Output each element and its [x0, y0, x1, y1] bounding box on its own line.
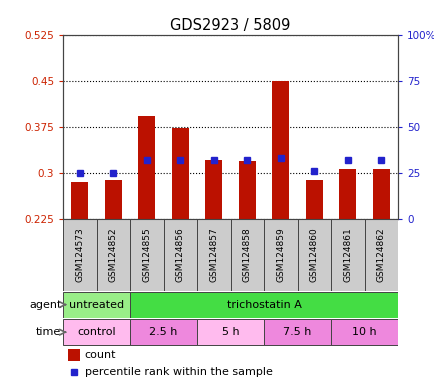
Text: GSM124861: GSM124861: [342, 227, 352, 282]
Bar: [297, 218, 330, 291]
Text: GSM124855: GSM124855: [142, 227, 151, 282]
Bar: [163, 218, 197, 291]
Bar: [63, 291, 130, 318]
Text: percentile rank within the sample: percentile rank within the sample: [85, 367, 272, 377]
Bar: [130, 291, 397, 318]
Text: GSM124856: GSM124856: [175, 227, 184, 282]
Text: 7.5 h: 7.5 h: [283, 327, 311, 337]
Bar: [230, 218, 263, 291]
Bar: [339, 169, 355, 218]
Text: GSM124573: GSM124573: [75, 227, 84, 282]
Bar: [372, 169, 389, 218]
Text: 5 h: 5 h: [221, 327, 239, 337]
Bar: [305, 180, 322, 218]
Bar: [238, 162, 255, 218]
Text: untreated: untreated: [69, 300, 124, 310]
Text: control: control: [77, 327, 115, 337]
Bar: [68, 349, 79, 361]
Text: 10 h: 10 h: [352, 327, 376, 337]
Bar: [197, 218, 230, 291]
Bar: [130, 218, 163, 291]
Bar: [272, 81, 289, 218]
Bar: [263, 319, 330, 345]
Text: GSM124858: GSM124858: [242, 227, 251, 282]
Bar: [330, 319, 397, 345]
Text: 2.5 h: 2.5 h: [149, 327, 178, 337]
Text: agent: agent: [29, 300, 61, 310]
Bar: [263, 218, 297, 291]
Bar: [105, 180, 122, 218]
Bar: [330, 218, 364, 291]
Bar: [138, 116, 155, 218]
Bar: [71, 182, 88, 218]
Bar: [364, 218, 397, 291]
Title: GDS2923 / 5809: GDS2923 / 5809: [170, 18, 290, 33]
Text: GSM124859: GSM124859: [276, 227, 285, 282]
Bar: [171, 128, 188, 218]
Text: time: time: [36, 327, 61, 337]
Bar: [63, 319, 130, 345]
Text: GSM124862: GSM124862: [376, 227, 385, 282]
Text: GSM124852: GSM124852: [108, 227, 118, 282]
Text: trichostatin A: trichostatin A: [226, 300, 301, 310]
Bar: [205, 160, 222, 218]
Bar: [63, 218, 96, 291]
Text: count: count: [85, 350, 116, 361]
Bar: [197, 319, 263, 345]
Bar: [96, 218, 130, 291]
Text: GSM124860: GSM124860: [309, 227, 318, 282]
Bar: [130, 319, 197, 345]
Text: GSM124857: GSM124857: [209, 227, 218, 282]
